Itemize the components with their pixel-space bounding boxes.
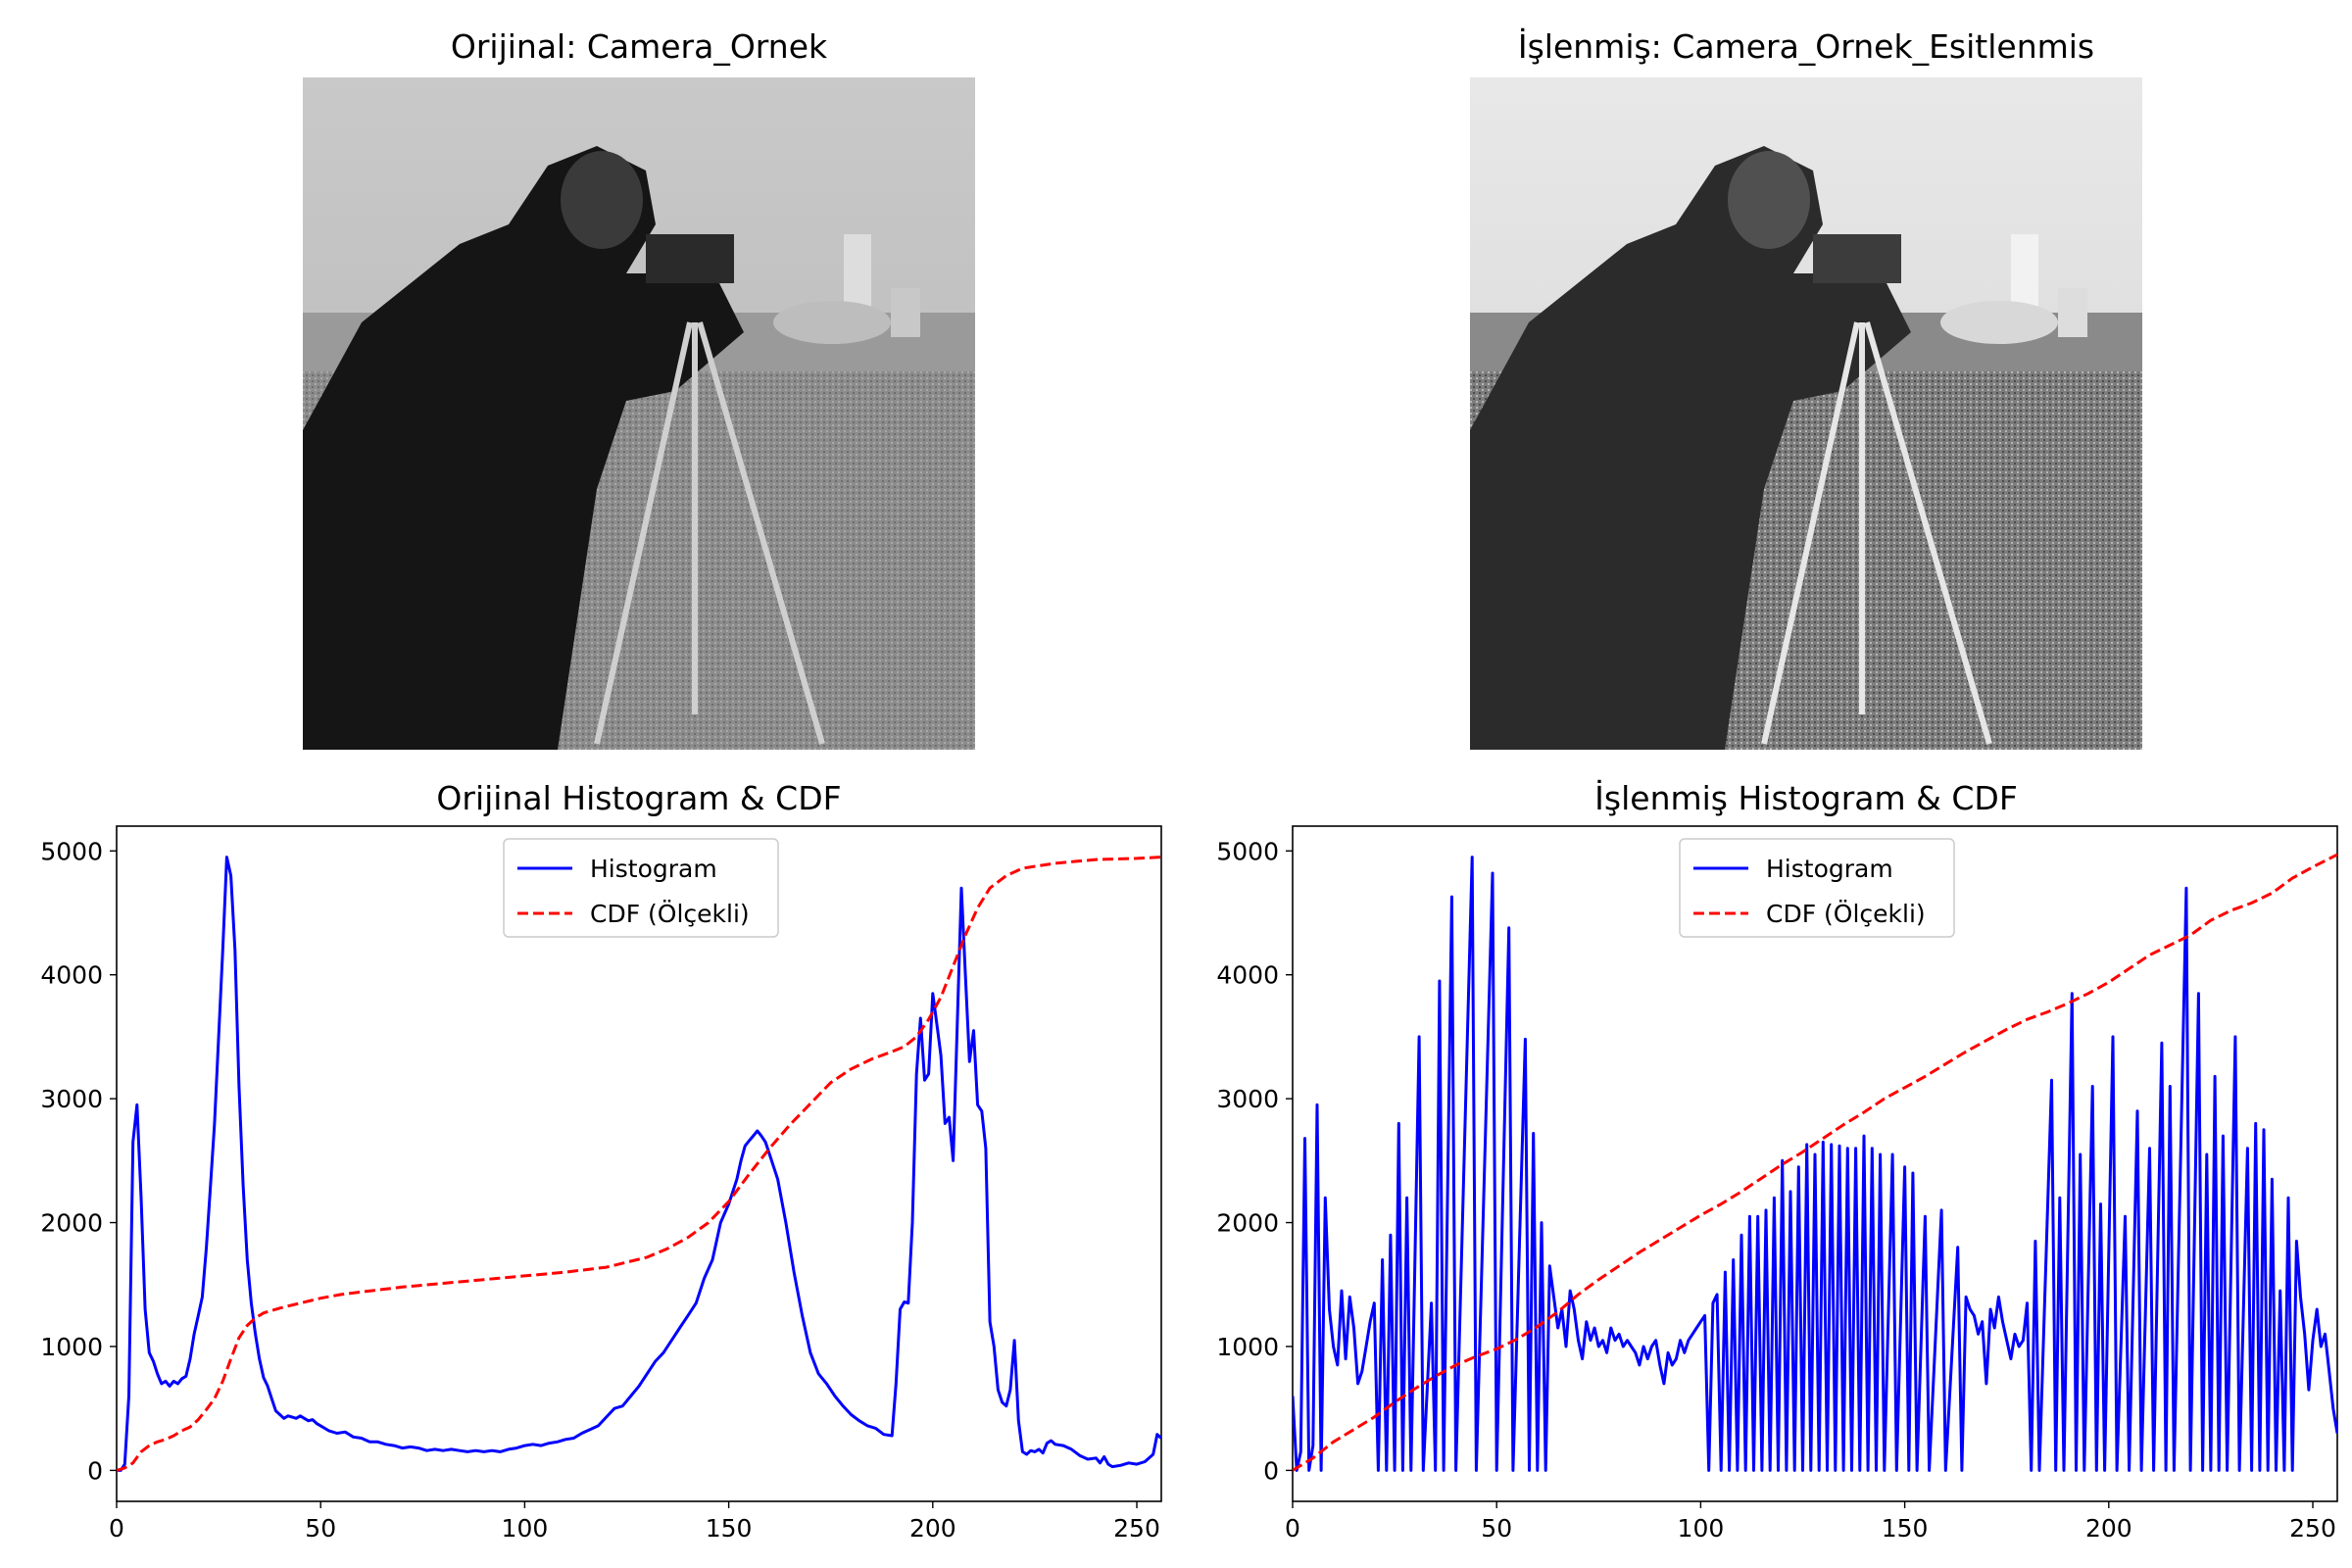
x-tick-label: 150	[706, 1514, 753, 1543]
original-image-title: Orijinal: Camera_Ornek	[450, 27, 828, 66]
processed-hist-title: İşlenmiş Histogram & CDF	[1594, 779, 2018, 817]
y-tick-label: 4000	[1216, 961, 1279, 990]
legend-label: CDF (Ölçekli)	[1766, 900, 1926, 928]
original-hist-title: Orijinal Histogram & CDF	[436, 779, 842, 817]
plot-frame	[116, 825, 1162, 1502]
y-tick-label: 4000	[40, 961, 103, 990]
processed-image	[1470, 77, 2142, 750]
legend-label: CDF (Ölçekli)	[590, 900, 750, 928]
x-tick-label: 100	[1678, 1514, 1725, 1543]
cdf-line	[117, 856, 1161, 1472]
x-tick-label: 0	[1285, 1514, 1300, 1543]
processed-photo-art	[1470, 77, 2142, 750]
x-tick-label: 50	[1481, 1514, 1512, 1543]
y-tick-label: 1000	[40, 1333, 103, 1361]
x-tick-label: 250	[1113, 1514, 1160, 1543]
x-tick-label: 200	[909, 1514, 956, 1543]
y-tick-label: 0	[1263, 1456, 1279, 1485]
y-tick-label: 3000	[1216, 1085, 1279, 1113]
y-tick-label: 0	[87, 1456, 103, 1485]
x-tick-label: 200	[2085, 1514, 2132, 1543]
processed-histogram-chart: 0 50 100 150 200 250 0 1000 2000 3000 4000 5000 Hist…	[1216, 825, 2338, 1543]
legend: Histogram CDF (Ölçekli)	[503, 838, 779, 938]
legend: Histogram CDF (Ölçekli)	[1679, 838, 1955, 938]
x-tick-label: 0	[109, 1514, 124, 1543]
y-tick-label: 5000	[1216, 837, 1279, 865]
original-histogram-chart: 0 50 100 150 200 250 0 1000 2000 3000 4000 5000 Hist…	[40, 825, 1162, 1543]
original-photo-art	[303, 77, 975, 750]
original-image	[303, 77, 975, 750]
y-tick-label: 1000	[1216, 1333, 1279, 1361]
cdf-line	[1293, 853, 2337, 1472]
y-tick-label: 2000	[40, 1209, 103, 1238]
x-tick-label: 50	[305, 1514, 336, 1543]
y-tick-label: 5000	[40, 837, 103, 865]
processed-image-title: İşlenmiş: Camera_Ornek_Esitlenmis	[1517, 27, 2095, 66]
legend-label: Histogram	[1766, 855, 1893, 883]
y-tick-label: 2000	[1216, 1209, 1279, 1238]
legend-label: Histogram	[590, 855, 717, 883]
y-tick-label: 3000	[40, 1085, 103, 1113]
plot-frame	[1292, 825, 2338, 1502]
histogram-line	[117, 856, 1161, 1472]
x-tick-label: 250	[2289, 1514, 2336, 1543]
x-tick-label: 100	[502, 1514, 549, 1543]
histogram-line	[1293, 856, 2337, 1472]
x-tick-label: 150	[1882, 1514, 1929, 1543]
